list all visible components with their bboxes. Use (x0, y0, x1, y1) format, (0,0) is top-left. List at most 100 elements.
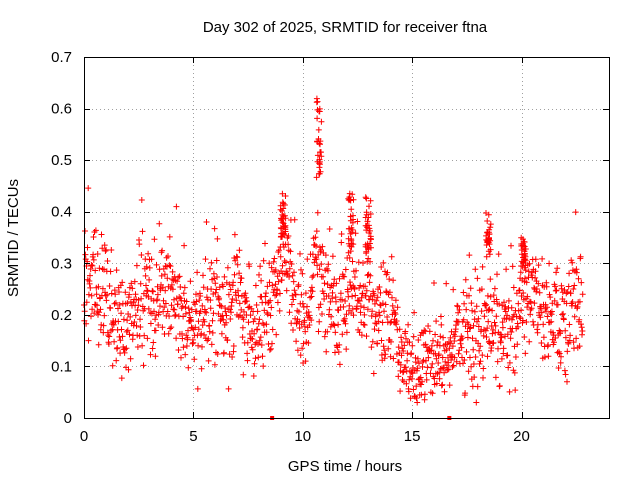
data-point (195, 326, 202, 333)
data-point (554, 265, 561, 272)
data-point (522, 246, 529, 252)
data-point (533, 286, 540, 292)
tick-labels: 0 0.1 0.2 0.3 0.4 0.5 0.6 0.7 0 5 10 15 20 (51, 49, 530, 445)
data-point (267, 297, 274, 304)
data-point (417, 374, 424, 381)
data-point (421, 327, 428, 334)
data-point (385, 345, 392, 352)
data-point (88, 292, 95, 299)
data-point (414, 355, 421, 362)
data-point (287, 248, 294, 255)
data-point (509, 316, 515, 323)
data-point (282, 215, 289, 222)
data-point (244, 339, 251, 346)
data-point (431, 280, 437, 286)
data-point (138, 295, 145, 302)
data-point (167, 263, 174, 270)
data-point (368, 236, 374, 243)
data-point (89, 306, 96, 313)
data-point (307, 294, 314, 301)
data-point (430, 337, 436, 344)
data-point (394, 304, 401, 311)
data-point (87, 266, 94, 272)
data-point (179, 303, 186, 310)
data-point (228, 309, 234, 316)
data-point (202, 308, 209, 315)
data-point (294, 347, 301, 354)
data-point (135, 302, 142, 309)
data-point (485, 248, 492, 255)
data-point (524, 293, 531, 300)
data-points (81, 95, 586, 420)
data-point (125, 366, 132, 373)
data-point (214, 235, 221, 242)
data-point (317, 149, 323, 156)
data-point (202, 256, 209, 263)
data-point (256, 316, 263, 323)
data-point (565, 283, 572, 290)
data-point (579, 328, 586, 334)
data-point (453, 358, 460, 365)
data-point (466, 325, 473, 332)
data-point (548, 308, 555, 315)
data-point (90, 251, 97, 258)
data-point (492, 322, 499, 329)
data-point (106, 283, 113, 289)
data-point (117, 337, 124, 344)
data-point (324, 281, 331, 288)
data-point (257, 334, 264, 341)
data-point (391, 309, 398, 316)
data-point (278, 277, 285, 283)
data-point (532, 274, 539, 281)
data-point (244, 357, 251, 364)
data-point (448, 357, 455, 363)
data-point (184, 334, 191, 341)
data-point (154, 296, 161, 303)
data-point (462, 390, 469, 397)
data-point (559, 311, 566, 318)
data-point (545, 353, 552, 360)
data-point (240, 316, 247, 323)
data-point (206, 322, 213, 329)
data-point (239, 334, 246, 341)
data-point (476, 360, 483, 367)
data-point (512, 387, 519, 394)
data-point (349, 226, 356, 233)
data-point (147, 351, 154, 358)
data-point (396, 326, 403, 333)
data-point (367, 272, 374, 279)
data-point (511, 369, 518, 376)
data-point (120, 316, 127, 323)
data-point (336, 361, 343, 368)
data-point (322, 252, 329, 259)
data-point (578, 324, 585, 331)
data-point (407, 395, 414, 402)
data-point (412, 393, 419, 400)
data-point (316, 164, 323, 171)
data-point (256, 337, 263, 344)
data-point (525, 268, 532, 275)
data-point (454, 303, 461, 310)
data-point (541, 354, 548, 361)
data-point (372, 311, 379, 318)
data-point (473, 303, 480, 310)
data-point (159, 324, 166, 331)
data-point (326, 226, 333, 232)
data-point (97, 306, 104, 313)
data-point (535, 262, 542, 269)
data-point (501, 299, 507, 306)
data-point (540, 334, 547, 341)
data-point (423, 357, 429, 364)
data-point (462, 276, 469, 283)
data-point (506, 359, 513, 366)
data-point (469, 335, 476, 342)
data-point (535, 280, 542, 287)
data-point (373, 297, 380, 304)
data-point (494, 271, 500, 278)
data-point (343, 346, 350, 353)
data-point (553, 269, 560, 276)
data-point (544, 313, 551, 320)
data-point (516, 287, 523, 294)
data-point (521, 252, 528, 259)
data-point (229, 296, 236, 302)
